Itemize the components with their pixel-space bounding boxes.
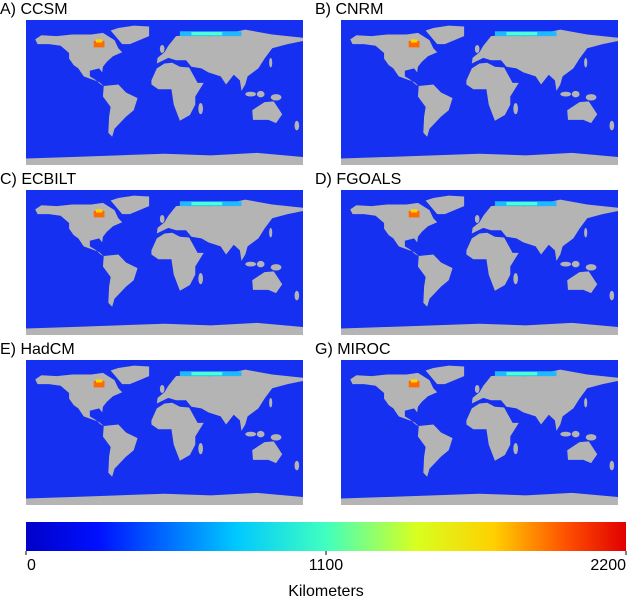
map (341, 360, 618, 505)
colorbar-tick-label: 1100 (309, 557, 344, 574)
panel-label: A) CCSM (0, 1, 68, 18)
panel-label: B) CNRM (315, 1, 383, 18)
colorbar-tick-label: 0 (27, 557, 36, 574)
panel-label: D) FGOALS (315, 171, 401, 188)
map (341, 190, 618, 335)
panel-label: G) MIROC (315, 341, 391, 358)
map (26, 190, 303, 335)
map (26, 360, 303, 505)
map (26, 20, 303, 165)
colorbar-label: Kilometers (288, 583, 364, 600)
map (341, 20, 618, 165)
map-panels: A) CCSM B) CNRM C) ECBILT D) FGOALS E) HadCM… (0, 1, 618, 505)
panel-label: C) ECBILT (0, 171, 76, 188)
panel-label: E) HadCM (0, 341, 75, 358)
colorbar (26, 522, 626, 551)
colorbar-tick-label: 2200 (590, 557, 626, 574)
